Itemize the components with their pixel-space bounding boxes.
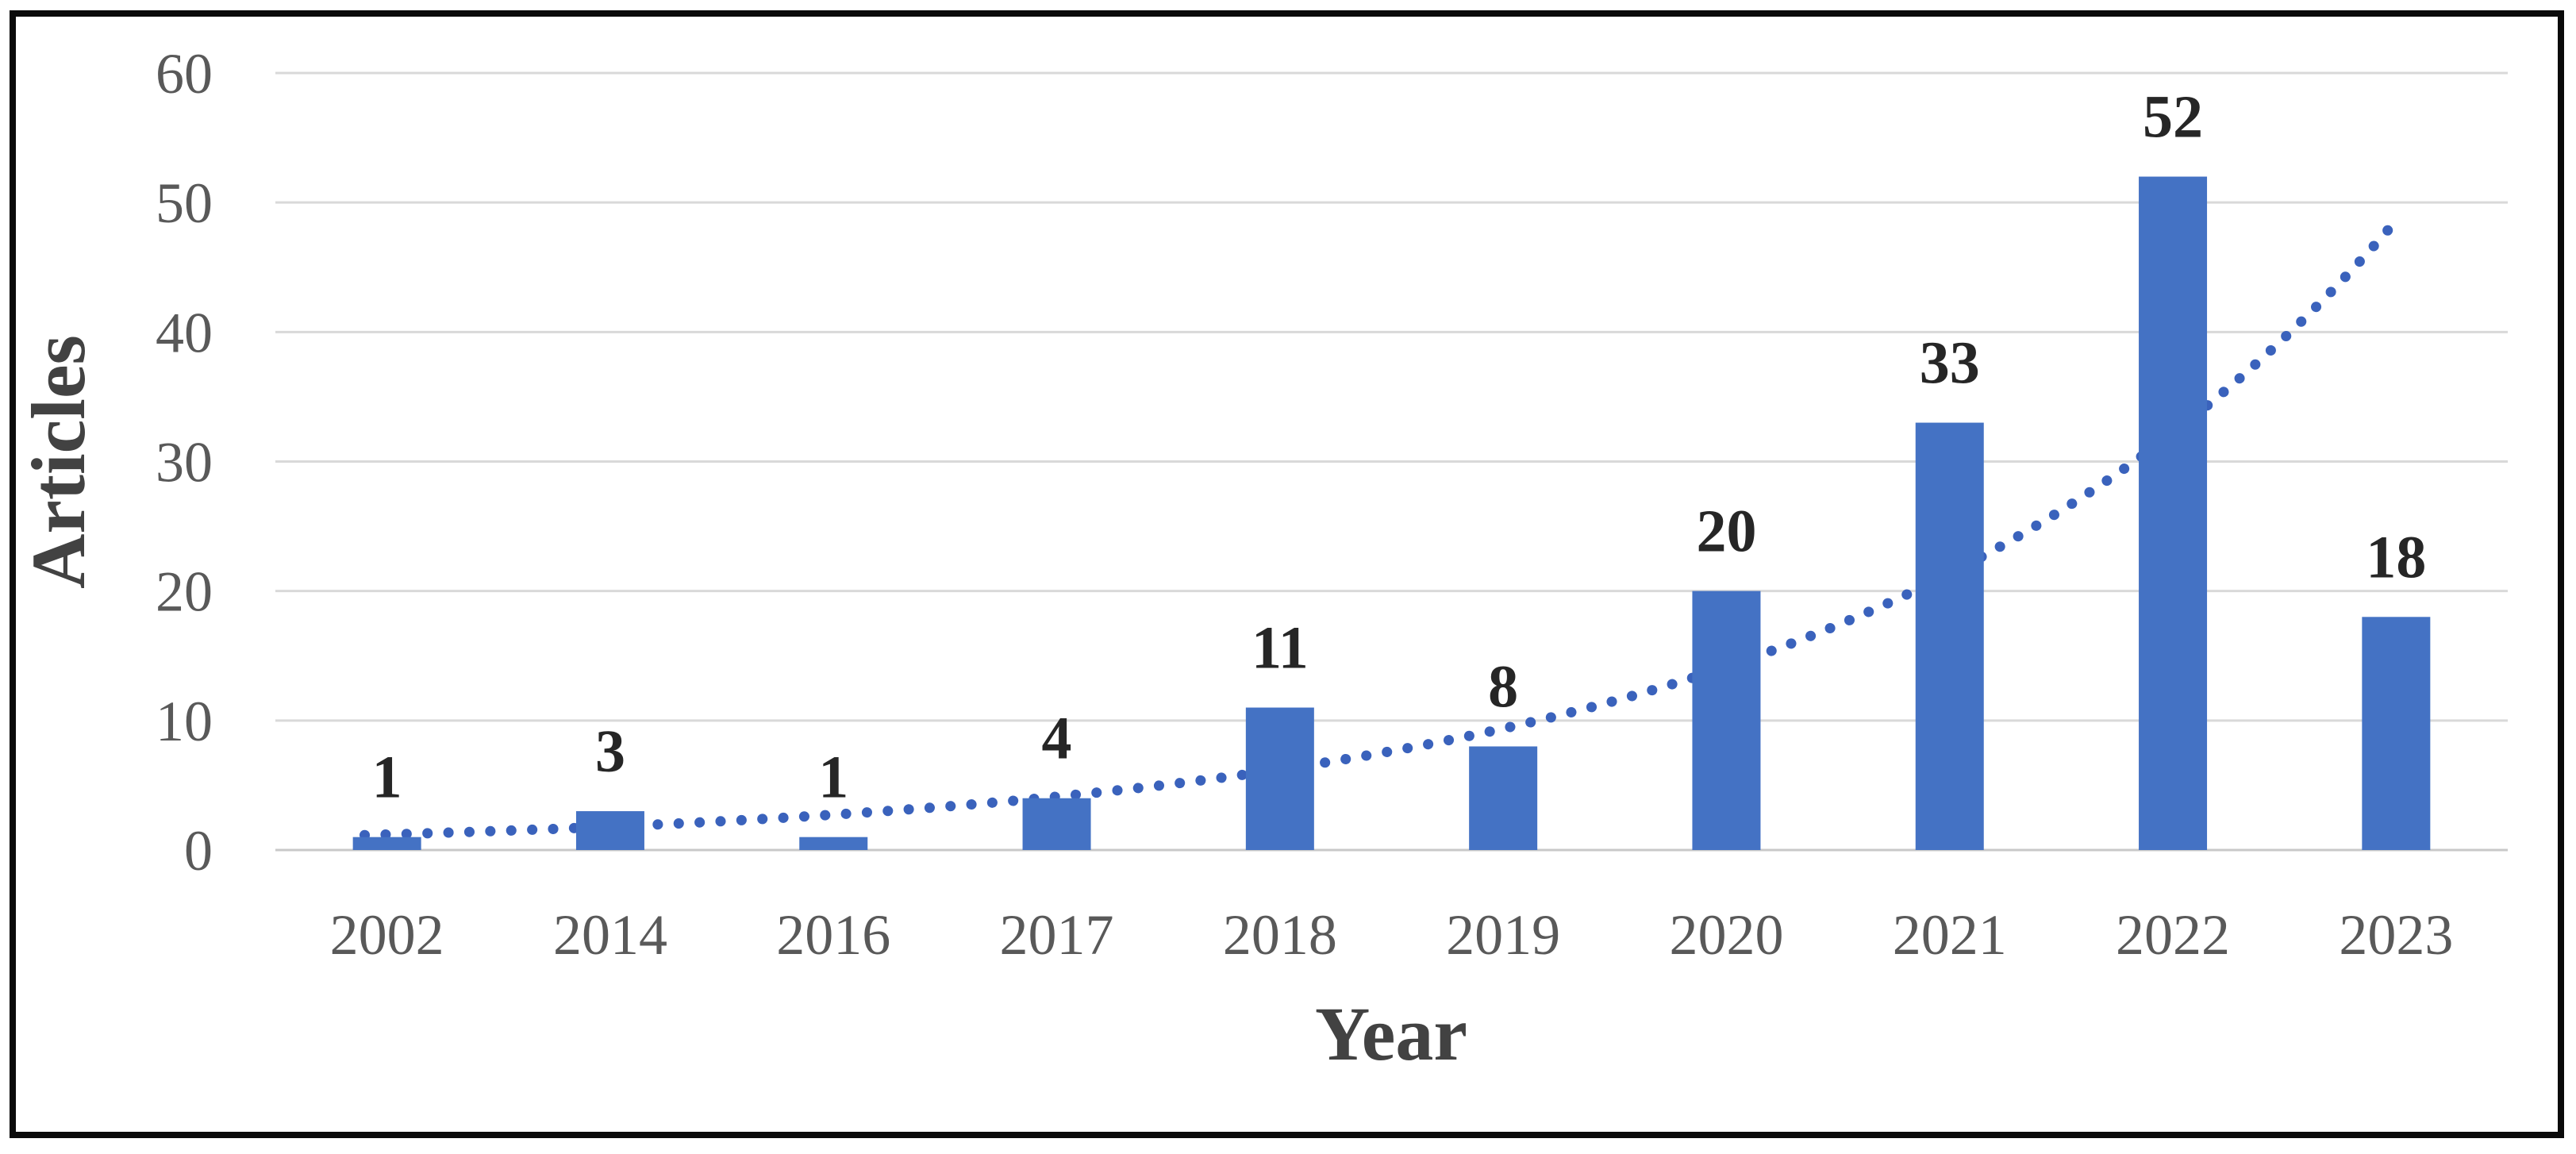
bar-2019: [1469, 746, 1538, 850]
bar-2017: [1022, 798, 1091, 850]
y-tick-40: 40: [156, 301, 213, 364]
y-tick-20: 20: [156, 560, 213, 624]
data-label-2020: 20: [1696, 498, 1756, 565]
bar-2016: [799, 837, 868, 850]
bar-2020: [1692, 590, 1761, 850]
x-tick-2014: 2014: [553, 903, 667, 967]
trendline: [359, 221, 2397, 840]
x-tick-2002: 2002: [330, 903, 444, 967]
data-label-2002: 1: [372, 744, 402, 811]
y-tick-30: 30: [156, 431, 213, 494]
y-tick-60: 60: [156, 42, 213, 106]
data-label-2018: 11: [1251, 615, 1309, 682]
y-tick-50: 50: [156, 171, 213, 235]
bar-2021: [1915, 422, 1984, 850]
bar-2023: [2362, 617, 2431, 850]
y-axis-tick-labels: 0 10 20 30 40 50 60: [156, 42, 213, 883]
x-tick-2020: 2020: [1669, 903, 1783, 967]
x-tick-2022: 2022: [2116, 903, 2230, 967]
x-tick-2017: 2017: [1000, 903, 1114, 967]
bars: [352, 176, 2431, 851]
x-tick-2023: 2023: [2339, 903, 2453, 967]
x-tick-2018: 2018: [1223, 903, 1337, 967]
y-tick-0: 0: [184, 819, 213, 883]
x-axis-tick-labels: 2002 2014 2016 2017 2018 2019 2020 2021 2022 2023: [330, 903, 2454, 967]
data-label-2016: 1: [818, 744, 848, 811]
bar-2002: [352, 837, 421, 850]
bar-2022: [2139, 176, 2208, 851]
data-label-2022: 52: [2143, 84, 2203, 151]
bar-2014: [575, 811, 644, 850]
trendline-path: [359, 221, 2397, 840]
data-label-2023: 18: [2366, 524, 2426, 590]
data-label-2021: 33: [1920, 330, 1980, 397]
data-label-2017: 4: [1042, 706, 1072, 772]
y-axis-title: Articles: [16, 335, 101, 589]
data-label-2019: 8: [1488, 653, 1518, 720]
x-axis-title: Year: [1315, 991, 1467, 1076]
x-tick-2016: 2016: [776, 903, 890, 967]
data-label-2014: 3: [595, 718, 625, 785]
x-tick-2021: 2021: [1893, 903, 2007, 967]
bar-2018: [1245, 707, 1314, 850]
x-tick-2019: 2019: [1446, 903, 1560, 967]
y-tick-10: 10: [156, 690, 213, 753]
gridlines: [275, 71, 2508, 852]
